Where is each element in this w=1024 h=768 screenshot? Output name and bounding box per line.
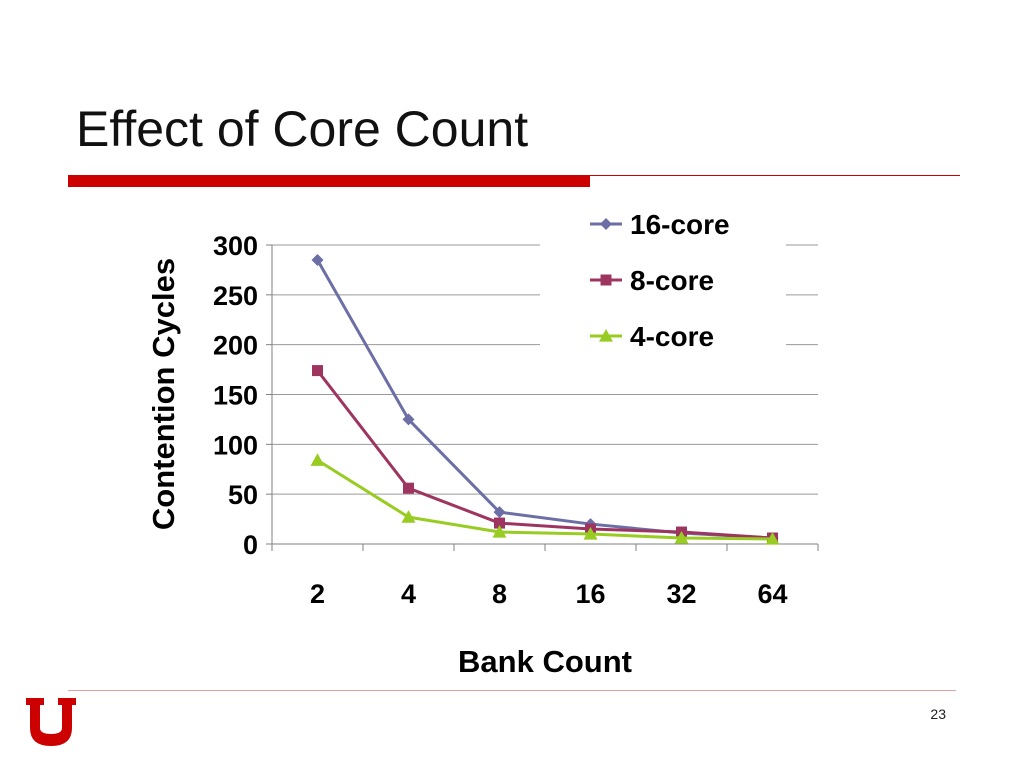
data-point-4-core (765, 532, 780, 545)
x-tick-labels: 2 4 8 16 32 64 (310, 579, 788, 609)
legend-marker-4-core (599, 329, 613, 342)
footer-divider (68, 690, 956, 691)
legend-marker-8-core (600, 274, 612, 286)
data-point-4-core (492, 525, 507, 538)
data-point-8-core (312, 365, 323, 377)
y-tick-label: 0 (243, 530, 258, 560)
legend-label-4-core: 4-core (630, 321, 714, 352)
y-tick-label: 250 (213, 281, 258, 311)
x-tick-label: 2 (310, 579, 325, 609)
data-point-16-core (493, 506, 506, 519)
legend-marker-16-core (600, 218, 612, 230)
title-underline-thin (590, 175, 960, 176)
series-lines (310, 253, 780, 545)
data-point-4-core (310, 453, 325, 466)
legend-label-16-core: 16-core (630, 209, 730, 240)
gridlines (272, 244, 818, 495)
x-axis-title: Bank Count (458, 644, 632, 679)
y-tick-label: 150 (213, 381, 258, 411)
x-tick-label: 32 (666, 579, 696, 609)
x-tick-label: 16 (575, 579, 605, 609)
axes (266, 244, 819, 551)
y-tick-labels: 0 50 100 150 200 250 300 (213, 231, 258, 560)
legend-label-8-core: 8-core (630, 265, 714, 296)
series-line-4-core (316, 459, 773, 541)
y-tick-label: 300 (213, 231, 258, 261)
x-tick-label: 8 (492, 579, 507, 609)
series-line-16-core (316, 259, 773, 540)
data-point-16-core (311, 253, 324, 266)
x-tick-label: 64 (757, 579, 787, 609)
y-axis-title: Contention Cycles (146, 258, 181, 530)
y-tick-label: 100 (213, 430, 258, 460)
title-underline-thick (68, 175, 590, 187)
line-chart: 0 50 100 150 200 250 300 2 4 8 16 32 64 16-core 8-co… (146, 209, 819, 679)
y-tick-label: 200 (213, 331, 258, 361)
x-tick-label: 4 (401, 579, 416, 609)
data-point-4-core (583, 527, 598, 540)
university-u-logo (26, 698, 76, 746)
data-point-4-core (674, 531, 689, 544)
series-line-8-core (316, 369, 773, 540)
data-point-16-core (402, 413, 415, 426)
data-point-4-core (401, 510, 416, 523)
page-number: 23 (930, 706, 946, 722)
slide-title: Effect of Core Count (76, 101, 529, 157)
y-tick-label: 50 (228, 480, 258, 510)
data-point-8-core (494, 517, 505, 529)
legend: 16-core 8-core 4-core (590, 209, 730, 352)
data-point-8-core (403, 482, 414, 494)
